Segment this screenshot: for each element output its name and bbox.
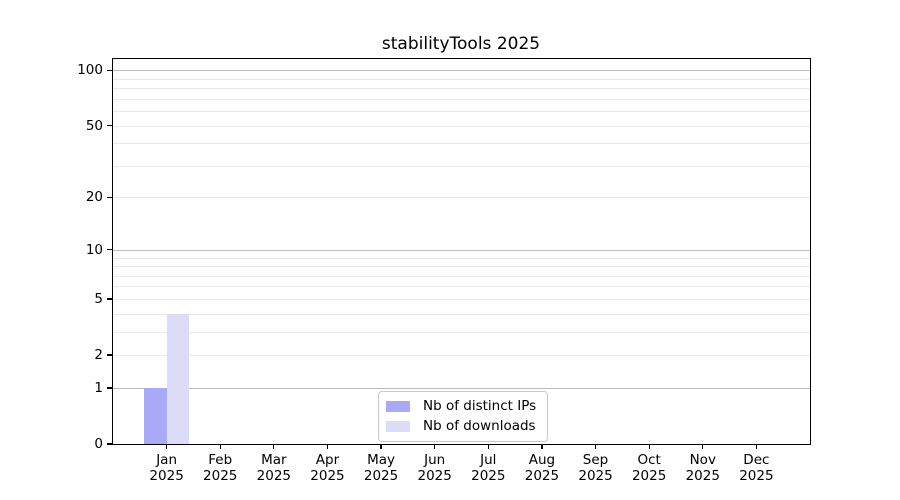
x-tick-dec	[755, 444, 758, 449]
x-tick-year-sep: 2025	[578, 468, 613, 484]
x-tick-year-feb: 2025	[203, 468, 238, 484]
gridline-minor-8	[113, 266, 810, 268]
gridline-minor-7	[113, 275, 810, 277]
gridline-minor-50	[113, 125, 810, 127]
plot-inner: 0 1 2 5 10 20 50 100 Jan 2025 Feb 2025 Mar 2025 Apr 202…	[77, 59, 810, 484]
x-tick-label-feb: Feb 2025	[203, 452, 237, 484]
x-tick-month-jan: Jan	[156, 452, 178, 468]
legend-label-distinct-ips: Nb of distinct IPs	[423, 398, 537, 414]
gridline-minor-2	[113, 355, 810, 357]
x-tick-mar	[273, 444, 275, 449]
x-tick-nov	[702, 444, 704, 449]
gridline-minor-9	[113, 257, 810, 259]
legend-label-downloads: Nb of downloads	[423, 418, 536, 434]
x-tick-year-dec: 2025	[739, 468, 774, 484]
legend-swatch-distinct-ips	[386, 400, 410, 412]
x-tick-month-apr: Apr	[315, 452, 340, 468]
x-tick-month-feb: Feb	[208, 452, 233, 468]
x-tick-oct	[648, 444, 650, 449]
gridline-minor-30	[113, 165, 810, 167]
x-tick-year-jan: 2025	[149, 468, 184, 484]
gridline-minor-90	[113, 78, 810, 80]
y-tick-label-100: 100	[77, 62, 103, 79]
x-tick-month-aug: Aug	[528, 452, 556, 468]
x-tick-month-oct: Oct	[637, 452, 661, 468]
gridline-minor-4	[113, 313, 810, 315]
x-tick-jun	[434, 444, 436, 449]
x-tick-month-nov: Nov	[689, 452, 716, 468]
x-tick-label-sep: Sep 2025	[578, 452, 612, 484]
y-tick-0	[107, 443, 112, 445]
x-tick-label-nov: Nov 2025	[686, 452, 720, 484]
x-tick-feb	[219, 444, 221, 449]
x-tick-apr	[326, 444, 329, 449]
legend-swatch-downloads	[386, 420, 410, 432]
x-tick-year-apr: 2025	[310, 468, 345, 484]
x-tick-month-may: May	[367, 452, 396, 468]
chart-title: stabilityTools 2025	[381, 34, 541, 54]
x-tick-jan	[165, 444, 168, 449]
gridline-minor-80	[113, 88, 810, 90]
x-tick-month-jun: Jun	[424, 452, 446, 468]
x-tick-label-may: May 2025	[364, 452, 398, 484]
gridline-minor-3	[113, 331, 810, 333]
y-tick-2	[107, 354, 112, 356]
x-tick-label-apr: Apr 2025	[310, 452, 344, 484]
x-tick-label-mar: Mar 2025	[257, 452, 291, 484]
x-tick-label-jun: Jun 2025	[418, 452, 452, 484]
bar-distinct-ips-jan	[144, 387, 167, 444]
x-tick-label-dec: Dec 2025	[739, 452, 773, 484]
gridline-minor-5	[113, 298, 810, 300]
x-tick-year-nov: 2025	[685, 468, 720, 484]
axes-layer: 0 1 2 5 10 20 50 100 Jan 2025 Feb 2025 Mar 2025 Apr 202…	[77, 59, 810, 484]
y-tick-label-0: 0	[94, 436, 103, 452]
bars-layer	[113, 59, 810, 444]
gridline-minor-6	[113, 286, 810, 288]
y-tick-10	[107, 249, 112, 251]
y-tick-label-5: 5	[94, 290, 103, 307]
gridline-minor-70	[113, 98, 810, 100]
gridline-minor-60	[113, 111, 810, 113]
y-tick-5	[107, 298, 112, 300]
y-tick-100	[107, 69, 112, 71]
x-tick-year-jun: 2025	[417, 468, 452, 484]
x-tick-jul	[487, 444, 489, 449]
gridline-minor-40	[113, 143, 810, 145]
x-tick-sep	[594, 444, 597, 449]
gridlines-layer	[113, 59, 810, 444]
gridline-minor-20	[113, 197, 810, 199]
x-tick-year-aug: 2025	[524, 468, 560, 484]
gridline-major-10	[113, 249, 810, 251]
y-tick-label-50: 50	[85, 117, 103, 134]
bar-downloads-jan	[166, 313, 190, 444]
y-tick-1	[107, 387, 112, 389]
x-tick-month-jul: Jul	[480, 452, 497, 468]
x-tick-month-dec: Dec	[743, 452, 770, 468]
x-tick-label-jul: Jul 2025	[471, 452, 505, 484]
y-tick-label-20: 20	[85, 189, 103, 206]
x-tick-label-aug: Aug 2025	[525, 452, 559, 484]
x-tick-aug	[541, 444, 543, 449]
x-tick-year-mar: 2025	[256, 468, 292, 484]
y-tick-label-2: 2	[94, 347, 103, 364]
x-tick-year-may: 2025	[363, 468, 399, 484]
legend-item-distinct-ips: Nb of distinct IPs	[386, 397, 536, 415]
y-tick-label-10: 10	[85, 241, 103, 258]
x-tick-month-mar: Mar	[261, 452, 287, 468]
x-tick-year-jul: 2025	[471, 468, 506, 484]
y-tick-20	[107, 196, 112, 199]
y-tick-50	[107, 124, 112, 127]
legend-item-downloads: Nb of downloads	[386, 417, 536, 435]
legend: Nb of distinct IPs Nb of downloads	[378, 391, 549, 442]
x-tick-may	[380, 444, 382, 449]
x-tick-year-oct: 2025	[631, 468, 667, 484]
x-tick-label-jan: Jan 2025	[149, 452, 183, 484]
y-tick-label-1: 1	[94, 379, 103, 396]
x-tick-month-sep: Sep	[582, 452, 609, 468]
plot-area: 0 1 2 5 10 20 50 100 Jan 2025 Feb 2025 Mar 2025 Apr 202…	[77, 58, 811, 484]
x-tick-label-oct: Oct 2025	[632, 452, 666, 484]
gridline-major-100	[113, 70, 810, 72]
gridline-major-1	[113, 387, 810, 389]
